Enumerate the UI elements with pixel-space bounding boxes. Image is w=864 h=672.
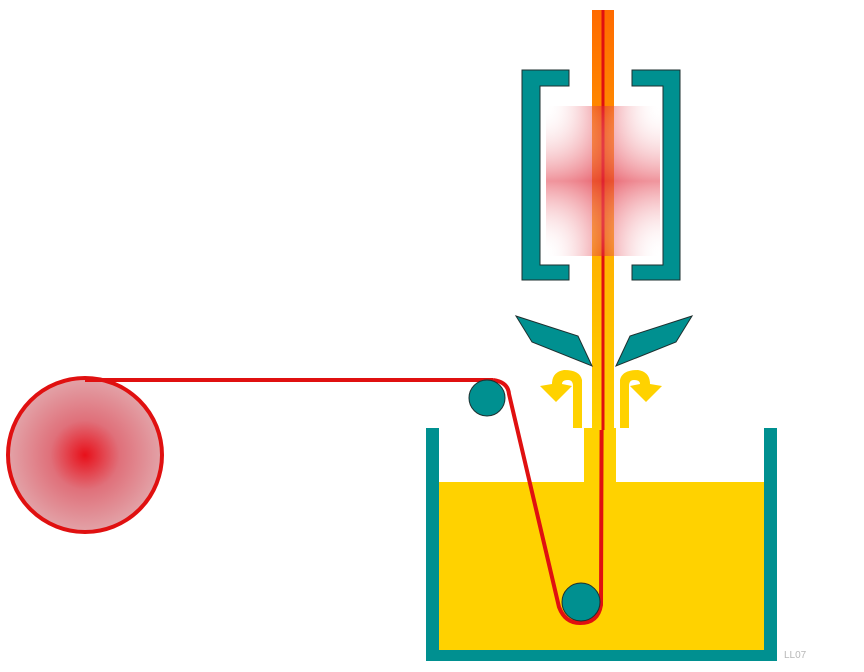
flow-arrows <box>540 370 662 428</box>
curved-arrow-icon <box>540 370 582 428</box>
bottom-roller <box>561 582 601 622</box>
left-nozzle <box>514 315 593 367</box>
spool-icon <box>6 376 164 534</box>
furnace-bracket-left <box>521 69 570 281</box>
fiber-line-loop <box>492 11 605 625</box>
curved-arrow-icon <box>620 370 662 428</box>
supply-spool <box>6 376 164 534</box>
furnace-glow-vertical <box>546 106 660 256</box>
watermark-text: LL07 <box>784 650 807 661</box>
top-roller <box>468 379 506 417</box>
furnace <box>521 69 681 281</box>
furnace-bracket-right <box>631 69 681 281</box>
right-nozzle <box>615 315 694 367</box>
fiber-path <box>85 11 605 625</box>
